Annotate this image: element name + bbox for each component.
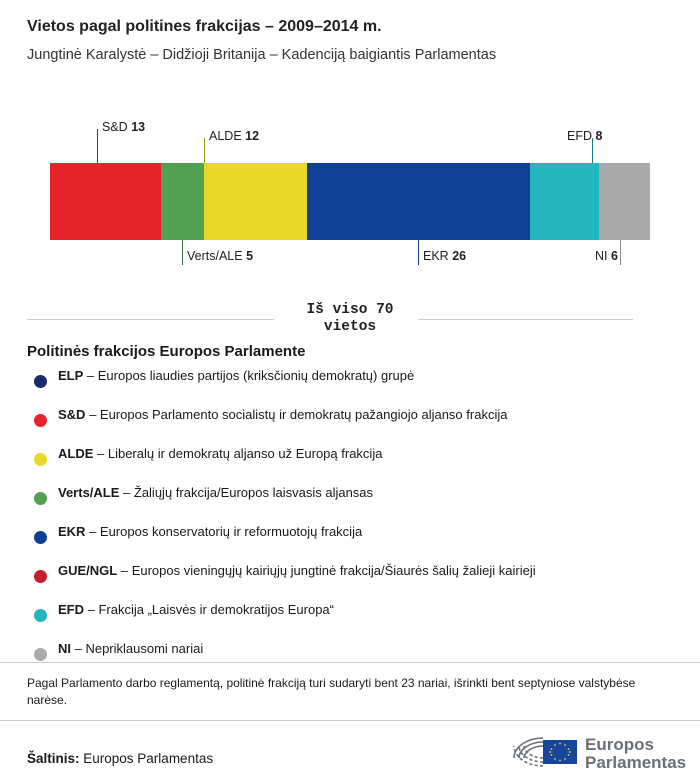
svg-text:Europos: Europos [585, 735, 654, 754]
svg-text:Parlamentas: Parlamentas [585, 753, 686, 772]
